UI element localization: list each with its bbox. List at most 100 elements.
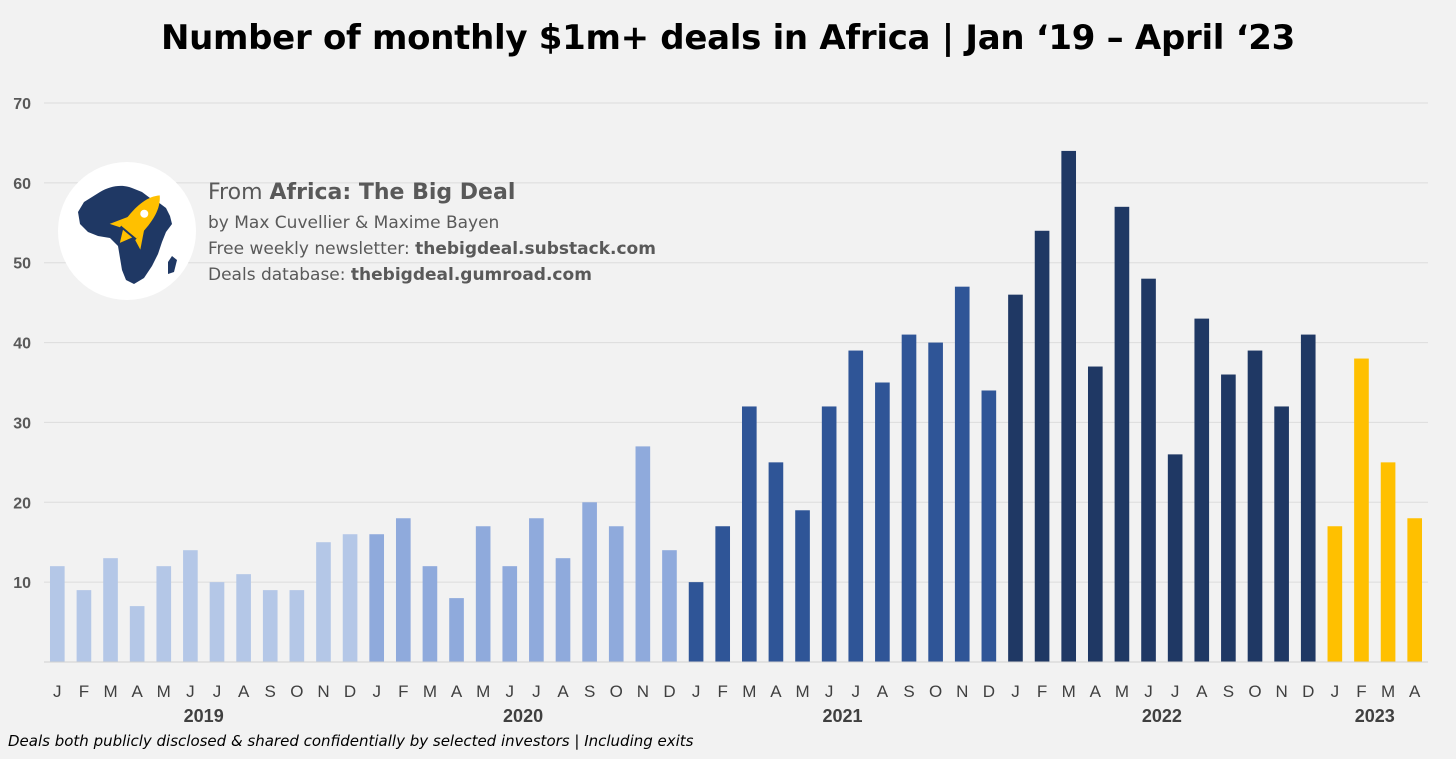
bar-50: [1380, 462, 1396, 662]
bar-47: [1300, 334, 1316, 662]
bar-24: [688, 582, 704, 662]
month-tick-10: N: [317, 682, 329, 701]
month-tick-46: N: [1275, 682, 1287, 701]
bar-42: [1167, 454, 1183, 662]
bar-8: [262, 590, 278, 662]
bar-48: [1327, 526, 1343, 662]
month-tick-16: M: [476, 682, 490, 701]
bar-30: [848, 350, 864, 662]
bar-25: [715, 526, 731, 662]
brand-box: From Africa: The Big Deal by Max Cuvelli…: [58, 162, 698, 302]
bar-41: [1141, 278, 1156, 662]
bar-19: [555, 558, 571, 662]
month-tick-50: M: [1381, 682, 1395, 701]
bar-18: [529, 518, 544, 662]
month-tick-45: O: [1248, 682, 1261, 701]
month-tick-32: S: [903, 682, 914, 701]
month-tick-35: D: [983, 682, 995, 701]
bar-1: [76, 590, 92, 662]
brand-text: From Africa: The Big Deal by Max Cuvelli…: [208, 176, 656, 288]
brand-authors: by Max Cuvellier & Maxime Bayen: [208, 213, 500, 233]
month-tick-20: S: [584, 682, 595, 701]
month-tick-40: M: [1115, 682, 1129, 701]
bar-37: [1034, 230, 1050, 662]
bar-0: [49, 566, 65, 662]
bar-29: [821, 406, 837, 662]
month-tick-1: F: [79, 682, 89, 701]
bar-10: [316, 542, 331, 662]
bar-32: [901, 334, 917, 662]
bar-9: [289, 590, 305, 662]
month-tick-7: A: [238, 682, 250, 701]
month-tick-15: A: [451, 682, 463, 701]
month-tick-27: A: [770, 682, 782, 701]
month-tick-44: S: [1223, 682, 1234, 701]
year-label-2023: 2023: [1355, 706, 1395, 726]
bar-6: [209, 582, 225, 662]
y-tick-label-10: 10: [13, 575, 31, 592]
chart-title: Number of monthly $1m+ deals in Africa |…: [160, 18, 1296, 58]
month-tick-43: A: [1196, 682, 1208, 701]
africa-rocket-logo-icon: [58, 162, 196, 300]
bar-44: [1221, 374, 1236, 662]
month-tick-26: M: [742, 682, 756, 701]
month-tick-30: J: [852, 682, 861, 701]
month-tick-25: F: [717, 682, 727, 701]
month-tick-11: D: [344, 682, 356, 701]
bar-46: [1274, 406, 1289, 662]
month-tick-49: F: [1356, 682, 1366, 701]
y-tick-label-50: 50: [13, 256, 31, 273]
bars: [49, 150, 1423, 663]
bar-23: [662, 550, 677, 662]
database-url[interactable]: thebigdeal.gumroad.com: [350, 265, 592, 285]
month-tick-17: J: [506, 682, 515, 701]
bar-26: [741, 406, 757, 662]
bar-4: [156, 566, 172, 662]
bar-22: [635, 446, 651, 662]
newsletter-url[interactable]: thebigdeal.substack.com: [415, 239, 656, 259]
month-tick-29: J: [825, 682, 834, 701]
month-tick-14: M: [423, 682, 437, 701]
month-tick-24: J: [692, 682, 701, 701]
month-tick-47: D: [1302, 682, 1314, 701]
bar-45: [1247, 350, 1263, 662]
month-tick-21: O: [610, 682, 623, 701]
month-tick-41: J: [1144, 682, 1153, 701]
brand-name: Africa: The Big Deal: [269, 180, 516, 205]
month-tick-4: M: [157, 682, 171, 701]
month-tick-51: A: [1409, 682, 1421, 701]
month-tick-31: A: [877, 682, 889, 701]
y-axis-ticks: 10 20 30 40 50 60 70: [13, 96, 31, 592]
bar-39: [1087, 366, 1103, 662]
bar-3: [129, 606, 145, 662]
month-tick-28: M: [795, 682, 809, 701]
bar-28: [795, 510, 810, 662]
month-tick-22: N: [637, 682, 649, 701]
month-tick-9: O: [290, 682, 303, 701]
month-tick-12: J: [372, 682, 381, 701]
month-tick-0: J: [53, 682, 62, 701]
bar-21: [608, 526, 624, 662]
y-tick-label-70: 70: [13, 96, 31, 113]
bar-11: [342, 534, 358, 662]
bar-14: [422, 566, 438, 662]
month-tick-19: A: [557, 682, 569, 701]
bar-15: [449, 598, 464, 662]
bar-43: [1194, 318, 1210, 662]
month-tick-42: J: [1171, 682, 1180, 701]
month-tick-13: F: [398, 682, 408, 701]
brand-title: From Africa: The Big Deal: [208, 180, 516, 205]
month-tick-3: A: [131, 682, 143, 701]
bar-31: [875, 382, 890, 662]
bar-35: [981, 390, 997, 662]
brand-database: Deals database: thebigdeal.gumroad.com: [208, 265, 592, 285]
bar-51: [1407, 518, 1423, 662]
year-label-2020: 2020: [503, 706, 543, 726]
y-tick-label-60: 60: [13, 176, 31, 193]
month-tick-34: N: [956, 682, 968, 701]
month-tick-5: J: [186, 682, 195, 701]
bar-36: [1008, 294, 1023, 662]
year-label-2022: 2022: [1142, 706, 1182, 726]
